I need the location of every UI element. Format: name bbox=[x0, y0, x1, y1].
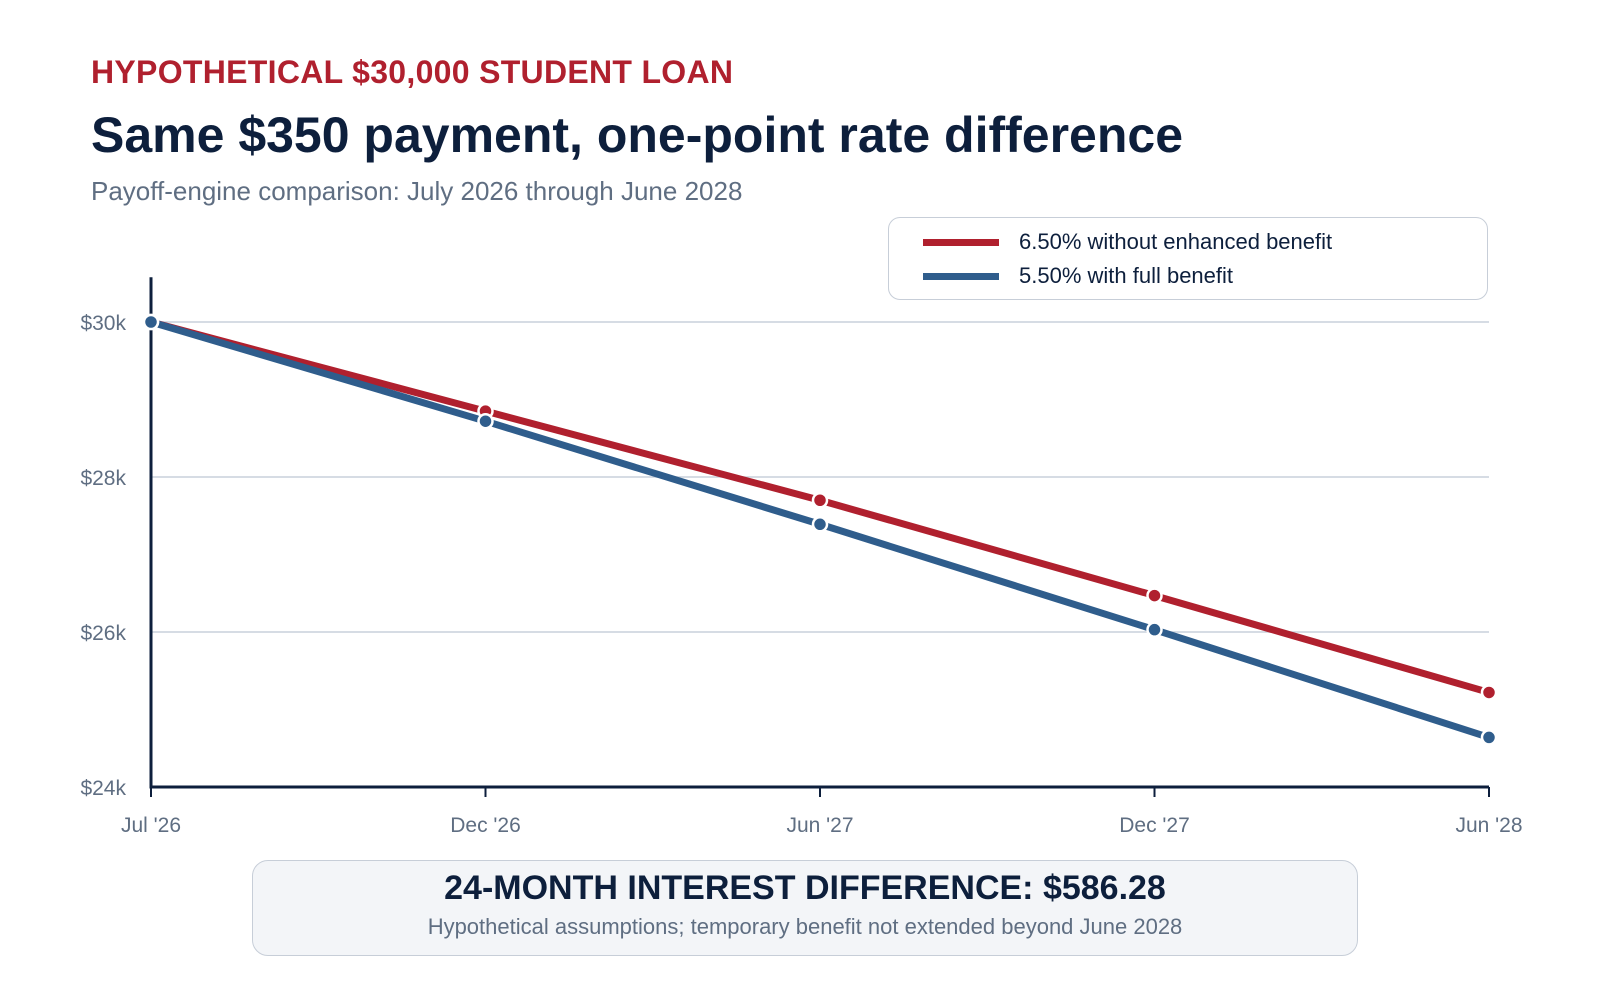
axes: $30k $28k $26k $24k Jul '26 Dec '26 Jun '27 Dec… bbox=[80, 277, 1523, 837]
x-tick-label: Jun '28 bbox=[1455, 814, 1522, 837]
data-point-series-1 bbox=[1146, 621, 1163, 638]
data-point-series-0 bbox=[1480, 684, 1498, 701]
data-point-series-0 bbox=[811, 492, 829, 509]
y-tick-label: $28k bbox=[80, 467, 126, 490]
legend-label-series-1: 5.50% with full benefit bbox=[1019, 263, 1234, 288]
data-point-series-1 bbox=[1480, 729, 1498, 746]
x-tick-label: Dec '27 bbox=[1119, 814, 1190, 837]
x-tick-label: Jun '27 bbox=[786, 814, 853, 837]
interest-difference-callout: 24-MONTH INTEREST DIFFERENCE: $586.28 Hy… bbox=[252, 860, 1358, 956]
chart-kicker: HYPOTHETICAL $30,000 STUDENT LOAN bbox=[91, 54, 734, 90]
data-point-series-1 bbox=[477, 412, 494, 430]
legend-item-series-1: 5.50% with full benefit bbox=[923, 263, 1234, 288]
chart-title: Same $350 payment, one-point rate differ… bbox=[91, 107, 1184, 163]
y-tick-label: $30k bbox=[80, 312, 126, 335]
legend-swatch-series-1 bbox=[923, 272, 999, 280]
x-tick-label: Jul '26 bbox=[121, 814, 181, 837]
data-point-series-0 bbox=[1146, 587, 1163, 604]
y-tick-label: $24k bbox=[80, 777, 126, 800]
grid-lines bbox=[151, 321, 1489, 633]
series-lines bbox=[142, 313, 1498, 746]
legend-label-series-0: 6.50% without enhanced benefit bbox=[1019, 229, 1333, 254]
legend-swatch-series-0 bbox=[923, 238, 999, 246]
chart-subtitle: Payoff-engine comparison: July 2026 thro… bbox=[91, 176, 743, 206]
data-point-series-1 bbox=[142, 313, 160, 331]
chart-legend: 6.50% without enhanced benefit 5.50% wit… bbox=[888, 217, 1488, 300]
legend-item-series-0: 6.50% without enhanced benefit bbox=[923, 229, 1333, 254]
interest-difference-headline: 24-MONTH INTEREST DIFFERENCE: $586.28 bbox=[444, 869, 1166, 907]
assumptions-note: Hypothetical assumptions; temporary bene… bbox=[427, 914, 1183, 939]
data-point-series-1 bbox=[811, 516, 829, 533]
y-tick-label: $26k bbox=[80, 622, 126, 645]
x-tick-label: Dec '26 bbox=[450, 814, 521, 837]
